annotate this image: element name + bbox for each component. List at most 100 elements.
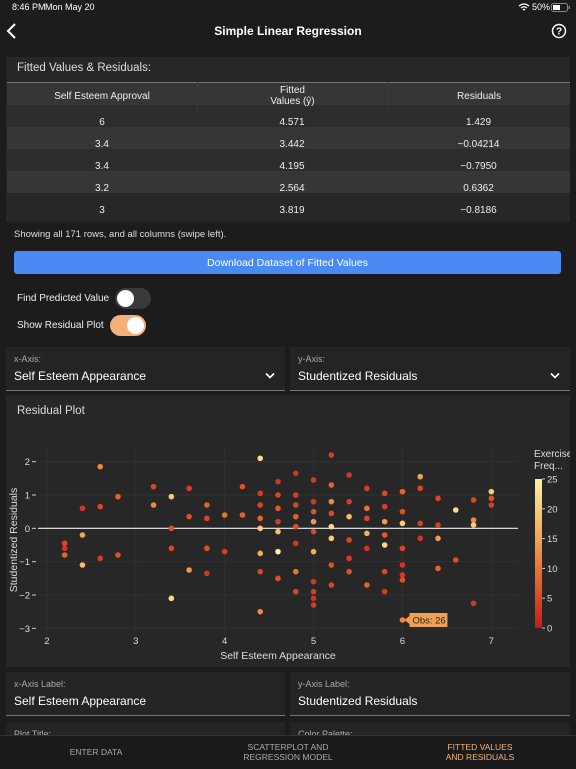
tab-bar — [0, 735, 576, 769]
input-label: y-Axis Label: — [298, 679, 350, 689]
y-axis-label: Studentized Residuals — [8, 488, 20, 592]
table-cell: 6 — [99, 116, 105, 128]
data-point — [435, 565, 441, 572]
data-point — [115, 552, 121, 558]
input-label: x-Axis Label: — [14, 679, 66, 689]
tab-button[interactable]: ENTER DATA — [69, 746, 123, 757]
toggle-switch[interactable] — [109, 315, 146, 336]
input-value: Studentized Residuals — [298, 369, 418, 383]
tab-button[interactable]: SCATTERPLOT AND REGRESSION MODEL — [243, 741, 333, 762]
data-point — [257, 490, 264, 497]
data-point — [204, 515, 210, 522]
table-cell: −0.8186 — [460, 204, 497, 216]
x-tick-label: 6 — [400, 636, 405, 647]
data-point — [381, 532, 388, 538]
table-cell: 3.2 — [95, 182, 109, 194]
data-point — [328, 510, 335, 517]
x-tick-label: 4 — [222, 636, 227, 647]
data-point — [204, 545, 210, 552]
data-point — [275, 575, 281, 582]
table-row — [7, 105, 570, 127]
data-point — [168, 493, 175, 500]
y-tick-label: 1 — [25, 491, 30, 502]
input-label: x-Axis: — [14, 354, 41, 364]
y-tick-label: 2 — [25, 457, 30, 468]
table-cell: 3 — [99, 204, 105, 216]
colorbar-title: Exercise — [534, 449, 570, 460]
colorbar-tick-label: 15 — [547, 534, 558, 545]
input-value: Self Esteem Appearance — [14, 694, 147, 708]
table-row — [7, 171, 570, 193]
chevron-down — [265, 372, 275, 379]
data-point — [399, 520, 406, 527]
data-point — [115, 493, 121, 500]
data-point — [364, 485, 370, 492]
header-divider — [7, 82, 570, 83]
data-point — [292, 502, 299, 508]
table-row — [7, 83, 570, 105]
data-point — [399, 562, 406, 568]
data-point — [257, 502, 264, 508]
table-cell: 3.819 — [279, 204, 305, 216]
input-box[interactable] — [6, 672, 285, 716]
input-box[interactable] — [6, 347, 285, 391]
data-point — [310, 528, 317, 535]
hover-box — [409, 613, 448, 627]
data-point — [381, 503, 388, 510]
toggle-switch[interactable] — [115, 288, 152, 309]
table-title: Fitted Values & Residuals: — [17, 62, 152, 74]
table-cell: −0.04214 — [457, 138, 500, 150]
input-box[interactable] — [290, 672, 570, 716]
data-point — [292, 568, 299, 575]
wifi-icon — [518, 3, 530, 11]
data-point — [328, 498, 335, 505]
data-point — [292, 492, 299, 498]
tab-button[interactable]: FITTED VALUES AND RESIDUALS — [445, 741, 515, 762]
data-point — [292, 470, 299, 477]
data-point — [61, 545, 68, 552]
data-point — [328, 452, 335, 458]
data-point — [364, 515, 370, 522]
data-point — [239, 512, 246, 518]
data-point — [417, 485, 424, 492]
x-axis-label: Self Esteem Appearance — [220, 650, 336, 662]
table: Self Esteem Approval Fitted Values (ŷ) Res… — [7, 82, 570, 222]
colorbar-tick-label: 5 — [547, 594, 552, 605]
data-point — [97, 503, 104, 510]
download-button[interactable]: Download Dataset of Fitted Values — [14, 251, 561, 274]
data-point — [61, 552, 68, 558]
data-point — [381, 588, 388, 595]
column-header: Residuals — [387, 82, 570, 110]
data-point — [417, 473, 424, 480]
hover-label: Obs: 26 — [412, 616, 445, 627]
toggle-label: Show Residual Plot — [17, 320, 104, 331]
data-point — [257, 550, 264, 557]
colorbar — [535, 479, 542, 628]
data-point — [399, 488, 406, 495]
back-button[interactable] — [4, 22, 20, 40]
chevron-down — [550, 372, 560, 379]
battery-level: 50% — [532, 2, 551, 12]
data-point — [381, 518, 388, 525]
data-point — [452, 507, 459, 513]
data-point — [239, 483, 246, 490]
table-cell: 4.195 — [279, 160, 305, 172]
data-point — [435, 522, 441, 528]
data-point — [310, 508, 317, 515]
help-button[interactable]: ? — [551, 23, 567, 39]
table-cell: 4.571 — [279, 116, 305, 128]
data-point — [204, 570, 210, 577]
input-box[interactable] — [290, 347, 570, 391]
data-point — [275, 478, 281, 485]
data-point — [292, 523, 299, 530]
y-tick-label: −2 — [19, 591, 30, 602]
data-point — [257, 568, 264, 575]
data-point — [97, 463, 104, 470]
data-point — [381, 542, 388, 548]
data-point — [381, 568, 388, 575]
data-point — [292, 540, 299, 547]
data-point — [186, 513, 192, 520]
data-point — [257, 515, 264, 522]
data-point — [310, 602, 317, 608]
data-point — [292, 588, 299, 595]
